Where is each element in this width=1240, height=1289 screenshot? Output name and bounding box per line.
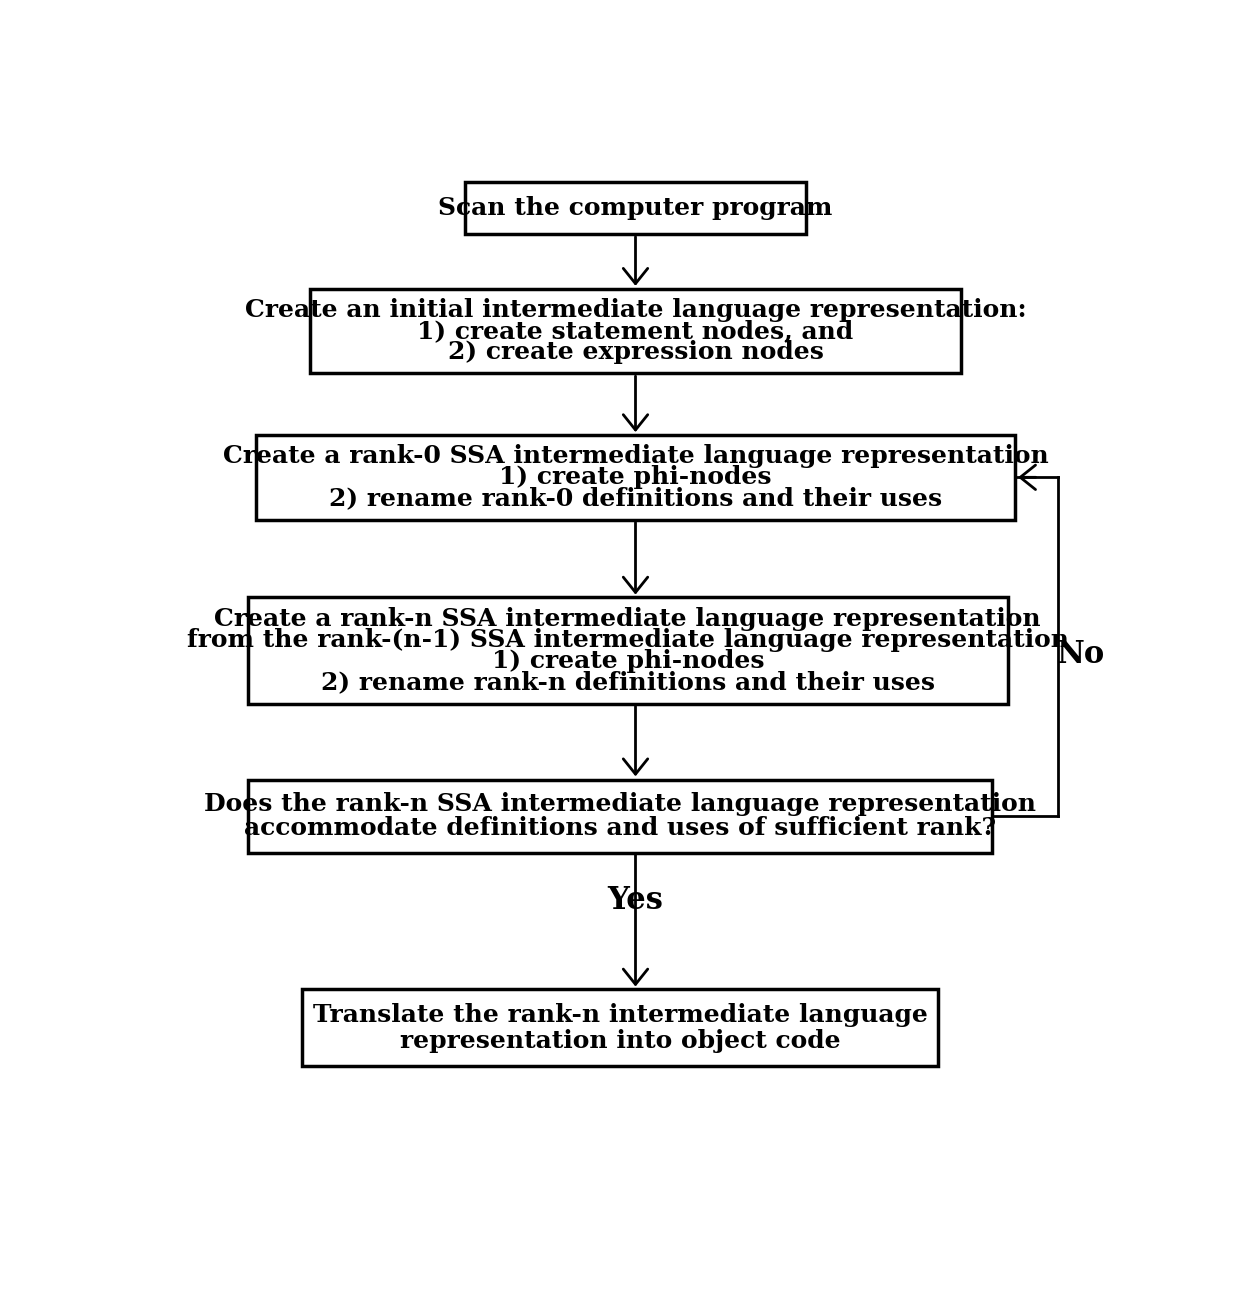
Bar: [255, 434, 1016, 519]
Text: accommodate definitions and uses of sufficient rank?: accommodate definitions and uses of suff…: [244, 816, 996, 840]
Bar: [465, 182, 806, 235]
Bar: [303, 990, 937, 1066]
Text: Create a rank-n SSA intermediate language representation: Create a rank-n SSA intermediate languag…: [215, 607, 1042, 630]
Text: from the rank-(n-1) SSA intermediate language representation: from the rank-(n-1) SSA intermediate lan…: [187, 628, 1069, 652]
Text: Yes: Yes: [608, 886, 663, 916]
Bar: [248, 780, 992, 853]
Text: No: No: [1056, 639, 1105, 670]
Bar: [310, 289, 961, 374]
Text: Create an initial intermediate language representation:: Create an initial intermediate language …: [244, 298, 1027, 322]
Text: 1) create statement nodes, and: 1) create statement nodes, and: [418, 318, 853, 343]
Text: 2) rename rank-n definitions and their uses: 2) rename rank-n definitions and their u…: [321, 670, 935, 695]
Text: 1) create phi-nodes: 1) create phi-nodes: [491, 650, 764, 673]
Text: 2) rename rank-0 definitions and their uses: 2) rename rank-0 definitions and their u…: [329, 486, 942, 510]
Text: 1) create phi-nodes: 1) create phi-nodes: [500, 465, 771, 490]
Text: Translate the rank-n intermediate language: Translate the rank-n intermediate langua…: [312, 1003, 928, 1027]
Text: 2) create expression nodes: 2) create expression nodes: [448, 340, 823, 365]
Text: Create a rank-0 SSA intermediate language representation: Create a rank-0 SSA intermediate languag…: [223, 445, 1048, 468]
Text: Does the rank-n SSA intermediate language representation: Does the rank-n SSA intermediate languag…: [205, 791, 1035, 816]
Bar: [248, 597, 1007, 704]
Text: Scan the computer program: Scan the computer program: [438, 196, 833, 220]
Text: representation into object code: representation into object code: [399, 1029, 841, 1053]
